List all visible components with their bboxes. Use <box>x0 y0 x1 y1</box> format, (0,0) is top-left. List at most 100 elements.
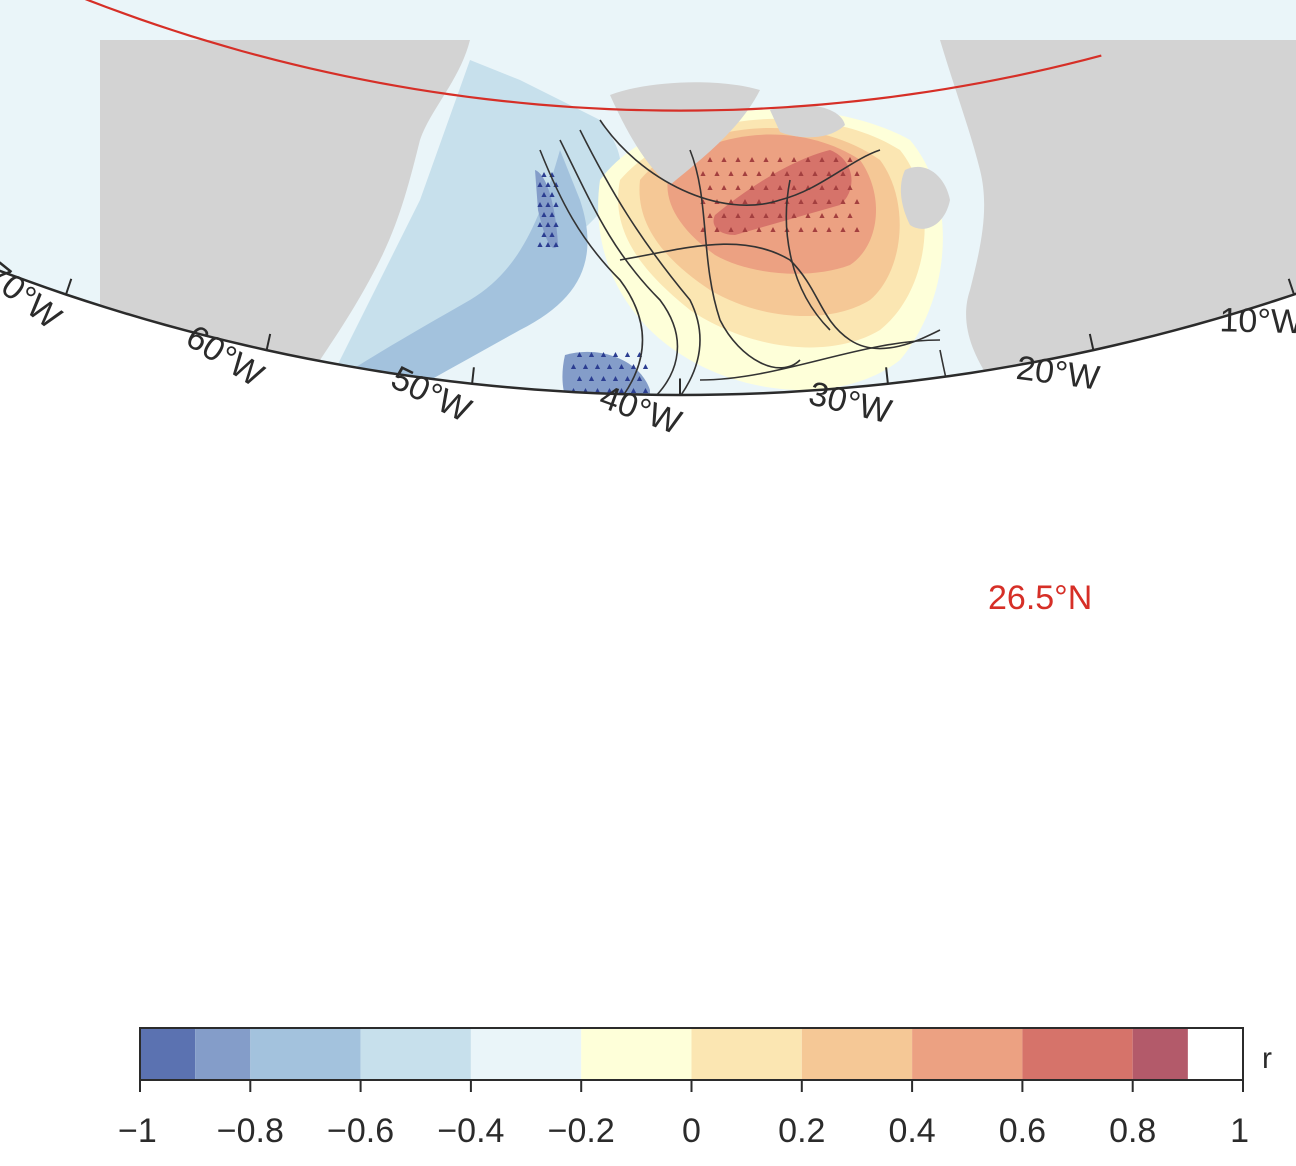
stipple-mark <box>800 599 805 604</box>
stipple-mark <box>805 157 811 162</box>
stipple-mark <box>443 497 448 502</box>
stipple-mark <box>436 539 441 544</box>
stipple-mark <box>508 600 513 605</box>
stipple-mark <box>303 497 308 502</box>
stipple-mark <box>532 614 537 619</box>
stipple-mark <box>707 213 713 218</box>
stipple-mark <box>784 171 790 176</box>
stipple-mark <box>728 227 734 232</box>
stipple-mark <box>450 595 455 600</box>
contour-line <box>279 129 701 395</box>
stipple-mark <box>553 242 559 247</box>
colorbar-swatch <box>801 1028 913 1080</box>
stipple-mark <box>537 182 543 187</box>
stipple-mark <box>355 459 360 464</box>
stipple-mark <box>749 185 755 190</box>
stipple-mark <box>450 511 455 516</box>
stipple-mark <box>282 595 287 600</box>
labrador-strong-negative <box>535 170 558 249</box>
colorbar-swatch <box>470 1028 582 1080</box>
stipple-mark <box>516 586 521 591</box>
stipple-mark <box>594 388 601 393</box>
stipple-mark <box>364 443 369 448</box>
stipple-mark <box>175 687 180 692</box>
stipple-mark <box>364 475 369 480</box>
stipple-mark <box>492 572 497 577</box>
lon-tick <box>885 367 889 384</box>
stipple-mark <box>524 572 529 577</box>
stipple-mark <box>415 497 420 502</box>
stipple-mark <box>289 497 294 502</box>
stipple-mark <box>484 614 489 619</box>
stipple-mark <box>572 600 577 605</box>
contour-line <box>420 560 470 770</box>
tropical-strong-negative-core <box>346 537 420 590</box>
stipple-mark <box>457 609 462 614</box>
stipple-mark <box>338 595 343 600</box>
stipple-mark <box>303 609 308 614</box>
stipple-mark <box>324 511 329 516</box>
lon-tick <box>471 367 475 384</box>
stipple-mark <box>289 581 294 586</box>
stipple-mark <box>468 586 473 591</box>
stipple-mark <box>849 557 854 562</box>
stipple-mark <box>742 199 748 204</box>
stipple-mark <box>707 157 713 162</box>
stipple-mark <box>199 743 204 748</box>
stipple-mark <box>791 185 797 190</box>
stipple-mark <box>577 400 582 405</box>
stipple-mark <box>443 525 448 530</box>
stipple-mark <box>187 715 192 720</box>
stipple-mark <box>463 427 468 432</box>
stipple-mark <box>842 571 847 576</box>
stipple-mark <box>744 571 749 576</box>
stipple-mark <box>793 585 798 590</box>
stipple-mark <box>572 572 577 577</box>
stipple-mark <box>401 581 406 586</box>
stipple-mark <box>303 581 308 586</box>
caribbean-islands <box>250 640 385 709</box>
stipple-mark <box>387 581 392 586</box>
stipple-mark <box>373 497 378 502</box>
stipple-mark <box>548 614 553 619</box>
stipple-mark <box>415 581 420 586</box>
stipple-mark <box>549 232 555 237</box>
stipple-mark <box>205 701 210 706</box>
stipple-mark <box>415 525 420 530</box>
stipple-mark <box>450 539 455 544</box>
stipple-mark <box>652 572 657 577</box>
stipple-mark <box>668 572 673 577</box>
stipple-mark <box>564 586 569 591</box>
stipple-mark <box>668 600 673 605</box>
stipple-mark <box>636 600 641 605</box>
stipple-mark <box>187 743 192 748</box>
stipple-mark <box>828 599 833 604</box>
stipple-mark <box>324 567 329 572</box>
stipple-mark <box>772 599 777 604</box>
tropical-strong-negative-west <box>270 502 457 621</box>
stipple-mark <box>382 475 387 480</box>
stipple-mark <box>580 586 585 591</box>
stipple-mark <box>387 553 392 558</box>
stipple-mark <box>798 199 804 204</box>
stipple-mark <box>359 525 364 530</box>
lon-tick <box>1287 278 1295 295</box>
stipple-mark <box>541 212 547 217</box>
stipple-mark <box>576 352 583 357</box>
stipple-mark <box>737 557 742 562</box>
lon-tick <box>265 333 272 351</box>
stipple-mark <box>849 585 854 590</box>
section-line-label: 26.5°N <box>988 579 1092 617</box>
stipple-mark <box>596 614 601 619</box>
stipple-mark <box>652 600 657 605</box>
stipple-mark <box>540 600 545 605</box>
stipple-mark <box>714 171 720 176</box>
colorbar-tick-label: 0.4 <box>888 1112 935 1150</box>
stipple-mark <box>847 157 853 162</box>
greenland-land <box>610 82 760 185</box>
stipple-mark <box>324 539 329 544</box>
stipple-mark <box>553 222 559 227</box>
stipple-mark <box>187 687 192 692</box>
stipple-mark <box>282 539 287 544</box>
stipple-mark <box>193 757 198 762</box>
